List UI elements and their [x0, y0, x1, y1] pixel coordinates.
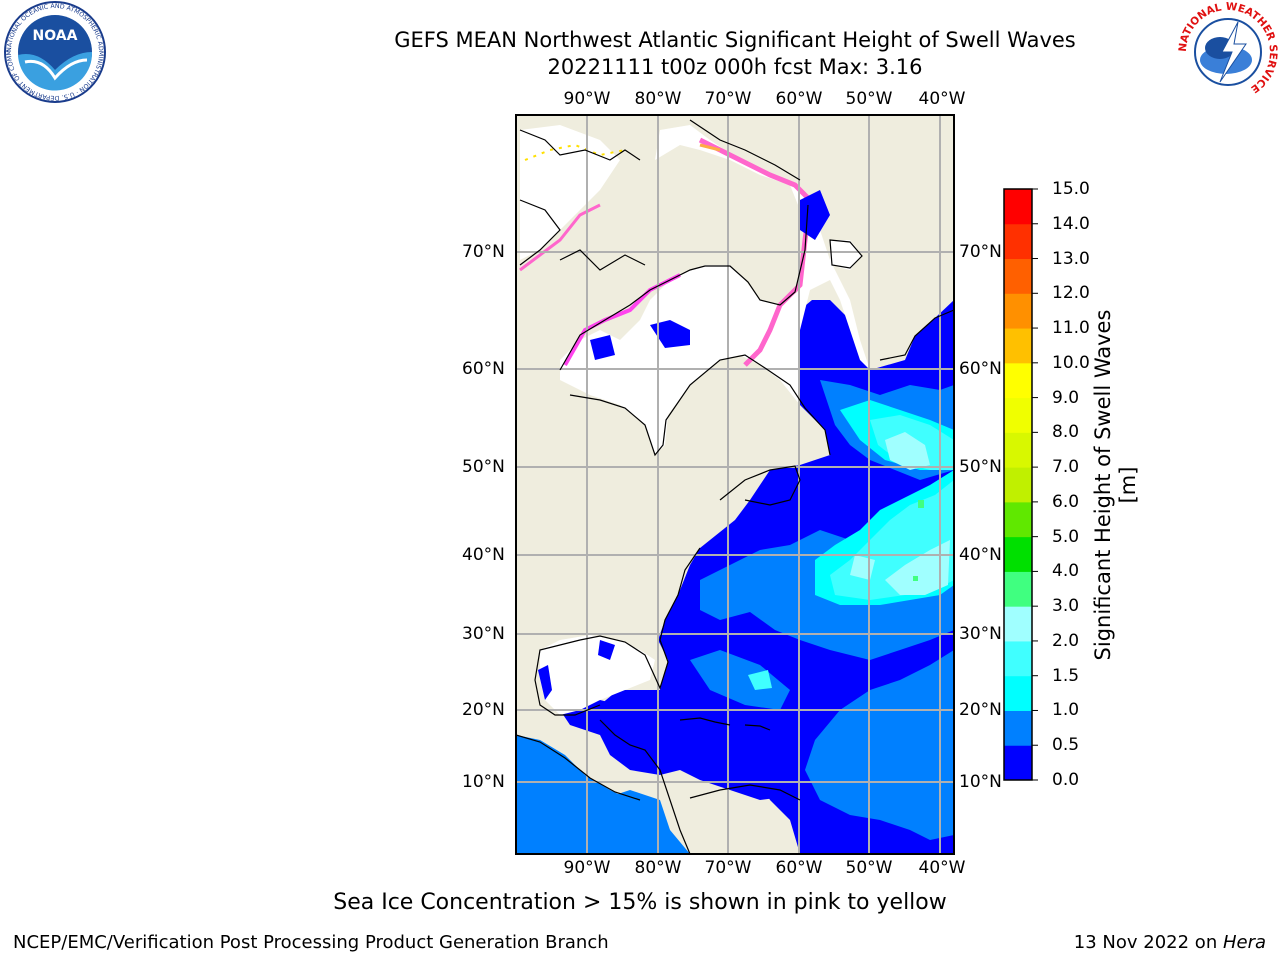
colorbar-label: Significant Height of Swell Waves [m]	[1091, 309, 1140, 661]
lon-label: 90°W	[563, 858, 611, 878]
nws-logo: NATIONAL WEATHER SERVICE	[1177, 1, 1279, 102]
colorbar-tick-label: 5.0	[1052, 526, 1080, 547]
colorbar-segment	[1004, 536, 1032, 572]
swell-max-spot	[918, 500, 924, 508]
colorbar-segment	[1004, 640, 1032, 677]
colorbar-tick-label: 4.0	[1052, 561, 1080, 582]
issue-date-text: 13 Nov 2022 on	[1073, 932, 1223, 953]
lat-label: 20°N	[462, 700, 505, 720]
colorbar-tick-label: 9.0	[1052, 387, 1080, 408]
map-subtitle: 20221111 t00z 000h fcst Max: 3.16	[547, 55, 923, 79]
colorbar-segment	[1004, 432, 1032, 468]
lat-label: 70°N	[959, 242, 1002, 262]
colorbar-tick-label: 13.0	[1052, 248, 1090, 269]
lat-label: 10°N	[959, 772, 1002, 792]
lon-label: 70°W	[704, 89, 752, 109]
issue-date: 13 Nov 2022 on Hera	[1074, 932, 1266, 953]
colorbar-tick-label: 0.5	[1052, 735, 1080, 756]
svg-text:NOAA: NOAA	[33, 28, 78, 44]
colorbar-tick-label: 10.0	[1052, 352, 1090, 373]
colorbar-tick-label: 2.0	[1052, 630, 1080, 651]
graticule	[516, 115, 954, 854]
host-name: Hera	[1222, 932, 1266, 953]
colorbar-frame	[1003, 188, 1033, 781]
lat-label: 60°N	[959, 359, 1002, 379]
credit-line: NCEP/EMC/Verification Post Processing Pr…	[13, 932, 609, 953]
lat-label: 10°N	[462, 772, 505, 792]
lat-label: 50°N	[462, 457, 505, 477]
colorbar-segment	[1004, 362, 1032, 399]
colorbar-segment	[1004, 675, 1032, 711]
lon-label: 40°W	[918, 89, 966, 109]
lon-label: 80°W	[634, 858, 682, 878]
colorbar-tick-label: 14.0	[1052, 213, 1090, 234]
colorbar-tick-label: 12.0	[1052, 283, 1090, 304]
colorbar-tick-label: 15.0	[1052, 179, 1090, 199]
gulf-of-mexico	[540, 635, 655, 715]
lat-label: 20°N	[959, 700, 1002, 720]
colorbar-tick-label: 0.0	[1052, 770, 1080, 790]
colorbar-segment	[1004, 606, 1032, 642]
swell-band-2-0	[885, 540, 950, 595]
colorbar-segment	[1004, 710, 1032, 746]
colorbar-tick-label: 7.0	[1052, 457, 1080, 478]
colorbar-segment	[1004, 397, 1032, 433]
north-masked-region	[560, 125, 870, 455]
sea-ice-note: Sea Ice Concentration > 15% is shown in …	[333, 890, 947, 915]
colorbar-segment	[1004, 328, 1032, 364]
lat-label: 30°N	[959, 624, 1002, 644]
colorbar-segment	[1004, 223, 1032, 260]
lon-label: 40°W	[918, 858, 966, 878]
noaa-logo: NATIONAL OCEANIC AND ATMOSPHERIC ADMINIS…	[3, 0, 106, 103]
lat-label: 40°N	[462, 545, 505, 565]
map-frame	[515, 114, 955, 855]
coastlines	[516, 119, 954, 854]
colorbar-segment	[1004, 293, 1032, 329]
sea-ice-edge	[698, 137, 813, 367]
colorbar-segment	[1004, 571, 1032, 607]
colorbar-tick-label: 1.5	[1052, 665, 1080, 686]
lat-label: 60°N	[462, 359, 505, 379]
lon-label: 70°W	[704, 858, 752, 878]
colorbar-tick-label: 3.0	[1052, 596, 1080, 617]
colorbar-segment	[1004, 745, 1032, 781]
lon-label: 80°W	[634, 89, 682, 109]
map-title: GEFS MEAN Northwest Atlantic Significant…	[394, 28, 1076, 52]
colorbar-segment	[1004, 189, 1032, 225]
colorbar-tick-label: 1.0	[1052, 700, 1080, 721]
lat-label: 70°N	[462, 242, 505, 262]
colorbar-segment	[1004, 258, 1032, 294]
lon-label: 60°W	[775, 89, 823, 109]
lon-label: 90°W	[563, 89, 611, 109]
lat-label: 40°N	[959, 545, 1002, 565]
colorbar-tick-label: 6.0	[1052, 491, 1080, 512]
lat-label: 30°N	[462, 624, 505, 644]
colorbar-segment	[1004, 467, 1032, 503]
lon-label: 50°W	[845, 858, 893, 878]
lat-label: 50°N	[959, 457, 1002, 477]
caribbean-sea	[560, 700, 800, 800]
lon-label: 60°W	[775, 858, 823, 878]
colorbar-tick-label: 8.0	[1052, 422, 1080, 443]
lon-label: 50°W	[845, 89, 893, 109]
colorbar-segment	[1004, 501, 1032, 538]
colorbar-tick-label: 11.0	[1052, 318, 1090, 339]
